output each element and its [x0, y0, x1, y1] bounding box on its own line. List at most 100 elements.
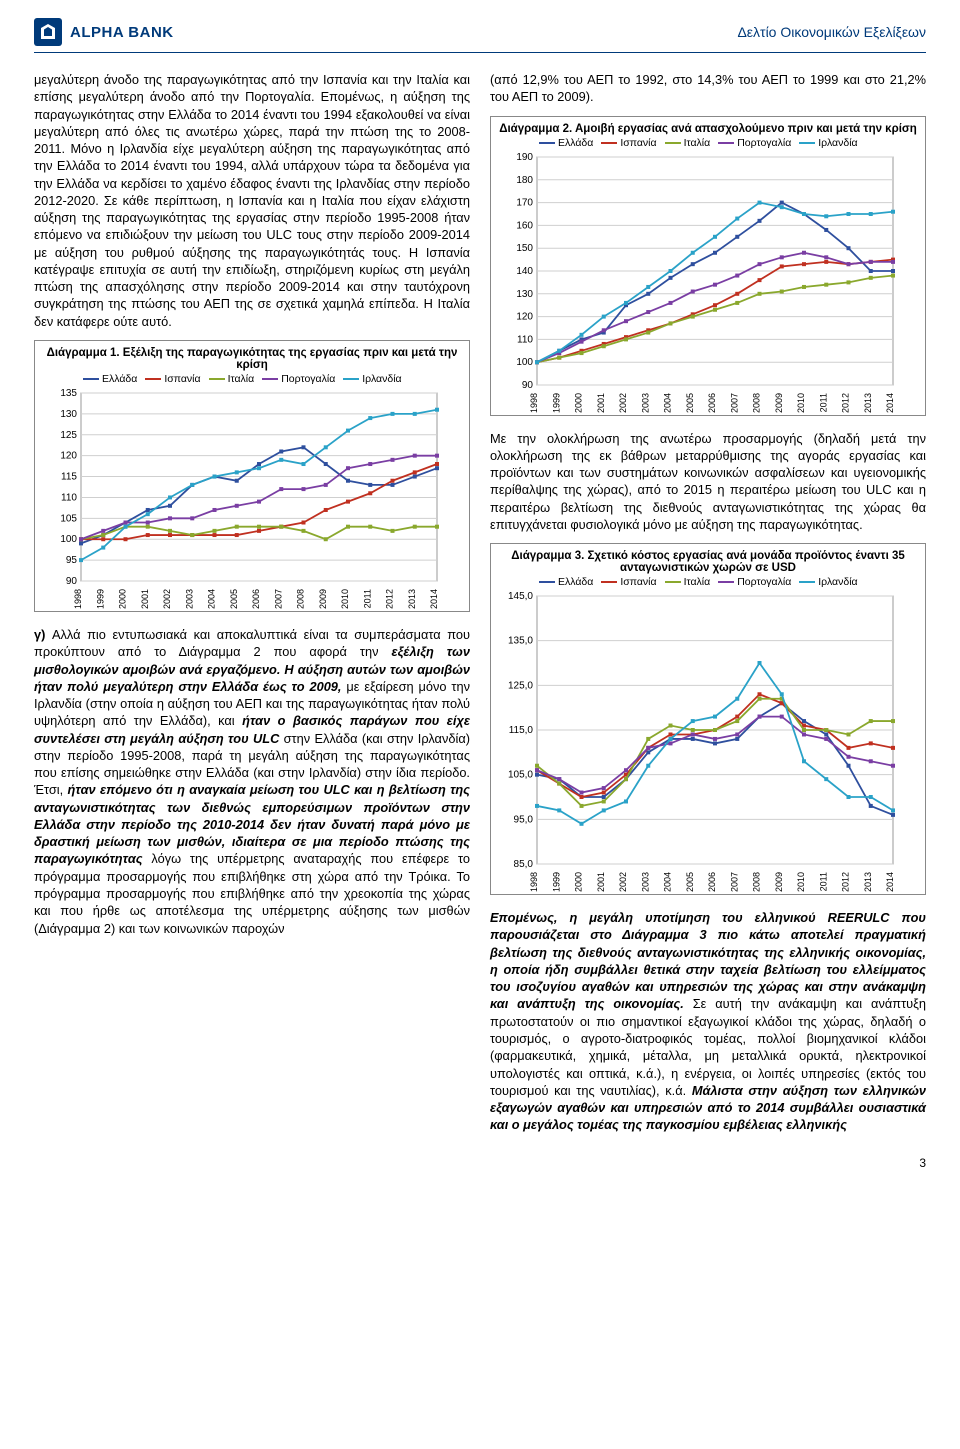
- svg-text:110: 110: [517, 334, 533, 345]
- svg-text:95: 95: [66, 555, 78, 566]
- svg-text:2009: 2009: [774, 872, 784, 892]
- svg-text:2001: 2001: [596, 393, 606, 413]
- svg-text:115: 115: [61, 472, 77, 483]
- svg-text:105,0: 105,0: [508, 770, 533, 781]
- legend-spain: Ισπανία: [601, 137, 656, 149]
- brand-name: ALPHA BANK: [70, 24, 174, 41]
- legend-greece: Ελλάδα: [83, 373, 137, 385]
- svg-text:90: 90: [522, 380, 534, 391]
- legend-italy: Ιταλία: [665, 137, 711, 149]
- legend-portugal: Πορτογαλία: [718, 576, 791, 588]
- chart2-legend: ΕλλάδαΙσπανίαΙταλίαΠορτογαλίαΙρλανδία: [539, 137, 917, 149]
- svg-text:2007: 2007: [273, 589, 283, 609]
- chart3-plot: 85,095,0105,0115,0125,0135,0145,01998199…: [499, 592, 917, 892]
- legend-ireland: Ιρλανδία: [343, 373, 401, 385]
- chart2-container: Διάγραμμα 2. Αμοιβή εργασίας ανά απασχολ…: [490, 116, 926, 416]
- svg-text:100: 100: [516, 357, 533, 368]
- svg-text:2007: 2007: [729, 393, 739, 413]
- svg-text:2004: 2004: [663, 872, 673, 892]
- legend-greece: Ελλάδα: [539, 576, 593, 588]
- legend-ireland: Ιρλανδία: [799, 137, 857, 149]
- svg-text:190: 190: [516, 153, 533, 163]
- svg-text:120: 120: [60, 451, 77, 462]
- left-p1: μεγαλύτερη άνοδο της παραγωγικότητας από…: [34, 71, 470, 330]
- left-column: μεγαλύτερη άνοδο της παραγωγικότητας από…: [34, 71, 470, 1144]
- svg-text:180: 180: [516, 174, 533, 185]
- svg-text:2014: 2014: [429, 589, 439, 609]
- header: ALPHA BANK Δελτίο Οικονομικών Εξελίξεων: [34, 18, 926, 46]
- logo-icon: [34, 18, 62, 46]
- svg-text:2008: 2008: [296, 589, 306, 609]
- svg-text:130: 130: [60, 409, 77, 420]
- legend-portugal: Πορτογαλία: [718, 137, 791, 149]
- svg-text:110: 110: [61, 492, 77, 503]
- svg-text:1999: 1999: [551, 872, 561, 892]
- legend-ireland: Ιρλανδία: [799, 576, 857, 588]
- chart3-legend: Ελλάδα Ισπανία Ιταλία Πορτογαλία Ιρλανδία: [539, 576, 917, 588]
- svg-text:2003: 2003: [184, 589, 194, 609]
- svg-text:2014: 2014: [885, 393, 895, 413]
- svg-text:95,0: 95,0: [514, 814, 534, 825]
- svg-text:2002: 2002: [618, 393, 628, 413]
- legend-spain: Ισπανία: [145, 373, 200, 385]
- svg-text:2002: 2002: [162, 589, 172, 609]
- svg-text:2005: 2005: [229, 589, 239, 609]
- svg-text:160: 160: [516, 220, 533, 231]
- chart1-legend: ΕλλάδαΙσπανίαΙταλίαΠορτογαλίαΙρλανδία: [83, 373, 461, 385]
- svg-text:2011: 2011: [362, 589, 372, 608]
- brand-logo: ALPHA BANK: [34, 18, 174, 46]
- svg-text:135,0: 135,0: [508, 636, 533, 647]
- svg-text:1999: 1999: [95, 589, 105, 609]
- legend-portugal: Πορτογαλία: [262, 373, 335, 385]
- page-number: 3: [34, 1156, 926, 1170]
- chart1-plot: 9095100105110115120125130135199819992000…: [43, 389, 461, 609]
- chart1-container: Διάγραμμα 1. Εξέλιξη της παραγωγικότητας…: [34, 340, 470, 612]
- right-p1: (από 12,9% του ΑΕΠ το 1992, στο 14,3% το…: [490, 71, 926, 106]
- right-p3: Επομένως, η μεγάλη υποτίμηση του ελληνικ…: [490, 909, 926, 1133]
- svg-text:2006: 2006: [251, 589, 261, 609]
- svg-text:120: 120: [516, 311, 533, 322]
- svg-text:2000: 2000: [574, 393, 584, 413]
- svg-text:2004: 2004: [207, 589, 217, 609]
- svg-text:2009: 2009: [318, 589, 328, 609]
- svg-text:1998: 1998: [529, 393, 539, 413]
- legend-italy: Ιταλία: [665, 576, 711, 588]
- chart3-title: Διάγραμμα 3. Σχετικό κόστος εργασίας ανά…: [499, 550, 917, 574]
- svg-text:2005: 2005: [685, 872, 695, 892]
- svg-text:2006: 2006: [707, 393, 717, 413]
- svg-text:2008: 2008: [752, 393, 762, 413]
- svg-text:2002: 2002: [618, 872, 628, 892]
- svg-text:2013: 2013: [407, 589, 417, 609]
- svg-text:2009: 2009: [774, 393, 784, 413]
- left-p2-lead: γ): [34, 627, 52, 642]
- svg-text:140: 140: [516, 266, 533, 277]
- left-p2: γ) Αλλά πιο εντυπωσιακά και αποκαλυπτικά…: [34, 626, 470, 937]
- svg-text:2003: 2003: [640, 393, 650, 413]
- svg-text:1998: 1998: [73, 589, 83, 609]
- svg-text:1998: 1998: [529, 872, 539, 892]
- svg-text:2007: 2007: [729, 872, 739, 892]
- svg-text:2000: 2000: [118, 589, 128, 609]
- chart3-container: Διάγραμμα 3. Σχετικό κόστος εργασίας ανά…: [490, 543, 926, 895]
- svg-text:2004: 2004: [663, 393, 673, 413]
- legend-spain: Ισπανία: [601, 576, 656, 588]
- svg-text:2010: 2010: [340, 589, 350, 609]
- svg-text:105: 105: [60, 513, 77, 524]
- svg-text:90: 90: [66, 576, 78, 587]
- svg-text:2014: 2014: [885, 872, 895, 892]
- right-column: (από 12,9% του ΑΕΠ το 1992, στο 14,3% το…: [490, 71, 926, 1144]
- svg-text:2012: 2012: [841, 872, 851, 892]
- svg-text:135: 135: [60, 389, 77, 399]
- svg-text:170: 170: [516, 197, 533, 208]
- svg-text:2001: 2001: [596, 872, 606, 892]
- svg-text:115,0: 115,0: [509, 725, 534, 736]
- svg-text:1999: 1999: [551, 393, 561, 413]
- svg-text:2000: 2000: [574, 872, 584, 892]
- right-p2: Με την ολοκλήρωση της ανωτέρω προσαρμογή…: [490, 430, 926, 534]
- svg-text:125,0: 125,0: [508, 680, 533, 691]
- svg-text:2010: 2010: [796, 872, 806, 892]
- header-rule: [34, 52, 926, 53]
- chart1-title: Διάγραμμα 1. Εξέλιξη της παραγωγικότητας…: [43, 347, 461, 371]
- svg-text:2012: 2012: [841, 393, 851, 413]
- svg-text:2006: 2006: [707, 872, 717, 892]
